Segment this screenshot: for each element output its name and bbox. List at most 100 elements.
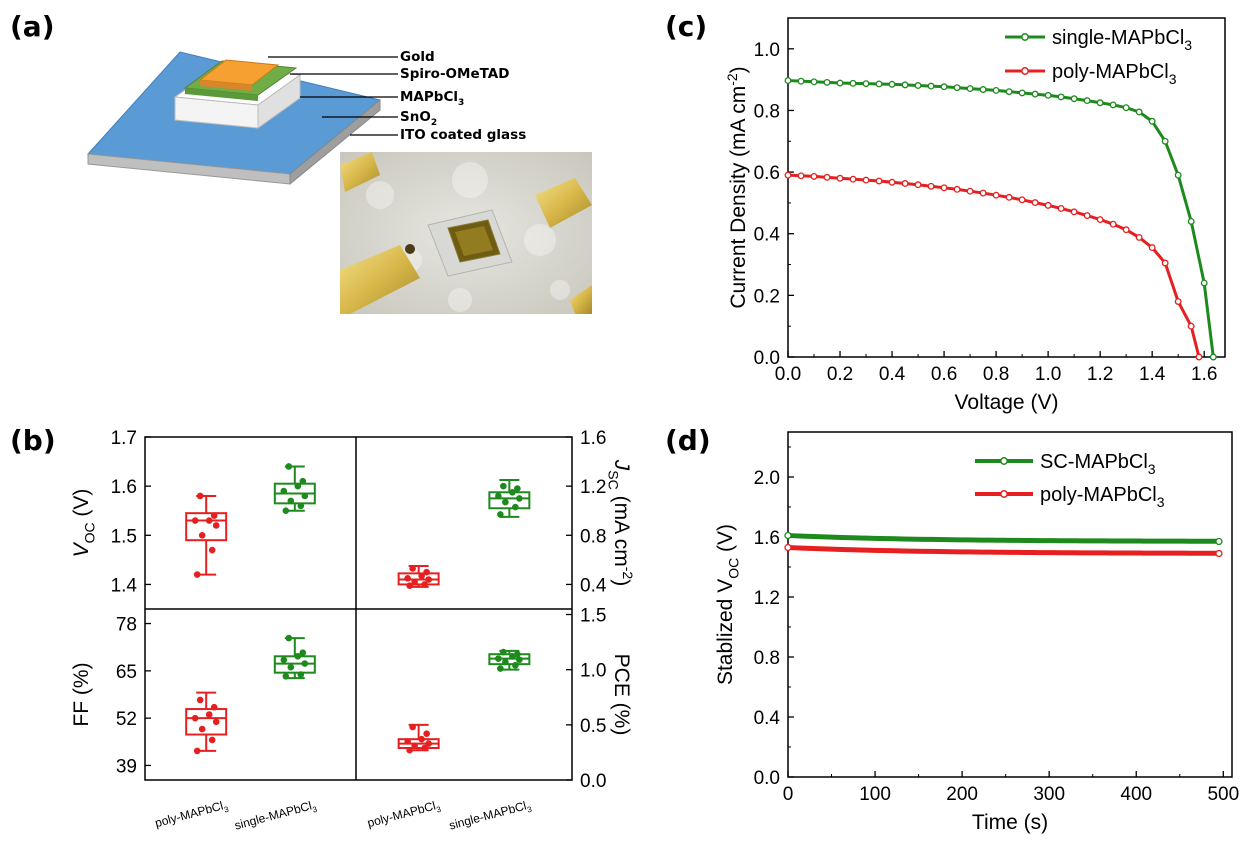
legend-label: single-MAPbCl3​ <box>1052 27 1192 53</box>
x-tick-label: 100 <box>859 784 891 805</box>
data-point <box>901 180 909 187</box>
layer-label: SnO2​ <box>400 109 437 128</box>
x-tick-label: 0.0 <box>775 364 801 385</box>
data-point <box>500 482 507 490</box>
data-point <box>1083 212 1091 219</box>
y-tick-label: 0.6 <box>754 163 780 184</box>
data-point <box>966 85 974 93</box>
y-tick-label: 1.2 <box>580 477 606 498</box>
data-point <box>210 703 218 711</box>
data-point <box>1135 108 1143 116</box>
x-tick-label: 0 <box>783 784 794 805</box>
y-tick-label: 0.0 <box>754 348 780 369</box>
y-axis-label: JSC​ (mA cm-2​) <box>606 459 636 586</box>
schematic-leaders <box>268 56 398 136</box>
data-point <box>1209 353 1217 361</box>
data-point <box>1031 199 1039 207</box>
data-point <box>901 81 909 89</box>
data-point <box>301 492 309 500</box>
data-point <box>301 660 309 667</box>
x-tick-label: 400 <box>1120 784 1152 805</box>
data-point <box>1161 137 1169 145</box>
y-tick-label: 1.6 <box>111 477 137 498</box>
y-tick-label: 1.6 <box>754 528 780 549</box>
data-point <box>823 78 831 86</box>
data-point <box>404 574 411 582</box>
data-point <box>1122 104 1130 112</box>
data-point <box>418 572 425 580</box>
data-point <box>280 487 288 495</box>
data-point <box>953 185 961 193</box>
category-label: poly-MAPbCl3​ <box>366 797 443 832</box>
y-tick-label: 78 <box>116 615 137 636</box>
x-tick-label: 300 <box>1033 784 1065 805</box>
jv-chart: 0.0 0.2 0.4 0.6 0.8 1.0 1.2 1.4 1.6 0.0 0.2 0.4 0.6 0… <box>724 17 1226 414</box>
y-tick-label: 0.8 <box>754 101 780 122</box>
series-line <box>787 79 1215 358</box>
y-tick-label: 0.5 <box>580 716 606 737</box>
data-point <box>797 77 805 85</box>
data-point <box>191 517 199 524</box>
y-tick-label: 0.8 <box>754 648 780 669</box>
device-photo <box>340 152 592 314</box>
data-point <box>495 492 502 500</box>
data-point <box>514 650 521 658</box>
data-point <box>287 663 295 671</box>
data-point <box>406 746 413 754</box>
legend-marker <box>1021 33 1029 41</box>
data-point <box>409 565 416 572</box>
data-point <box>849 79 857 87</box>
series-line <box>787 533 1219 544</box>
data-point <box>1200 279 1208 287</box>
data-point <box>1044 91 1052 99</box>
series-line <box>787 173 1201 358</box>
data-point <box>1057 205 1065 212</box>
data-point <box>198 531 206 539</box>
y-tick-label: 0.4 <box>580 575 607 596</box>
x-axis-label: Voltage (V) <box>955 391 1059 414</box>
data-point <box>1109 220 1117 228</box>
data-point <box>418 735 425 743</box>
x-tick-label: 0.2 <box>827 364 853 385</box>
data-point <box>914 181 922 189</box>
box <box>185 512 228 542</box>
y-tick-label: 1.4 <box>111 575 138 596</box>
device-schematic <box>86 51 382 186</box>
data-point <box>784 543 792 552</box>
plot-frame <box>787 17 1226 358</box>
data-point <box>282 673 290 680</box>
data-point <box>784 77 792 85</box>
legend-label: SC-MAPbCl3​ <box>1040 451 1156 477</box>
x-tick-label: 1.4 <box>1139 364 1166 385</box>
data-point <box>1083 97 1091 105</box>
data-point <box>297 502 305 510</box>
data-point <box>1018 196 1026 204</box>
data-point <box>208 546 216 554</box>
data-point <box>212 718 220 726</box>
data-point <box>205 517 213 524</box>
legend-marker <box>1000 457 1008 465</box>
data-point <box>797 172 805 180</box>
y-tick-label: 1.5 <box>580 606 606 627</box>
panel-label-a: (a) <box>10 10 55 43</box>
y-tick-label: 1.0 <box>580 661 606 682</box>
data-point <box>205 711 213 718</box>
gold-pad <box>535 178 592 228</box>
data-point <box>208 736 216 744</box>
data-point <box>966 187 974 195</box>
y-tick-label: 0.4 <box>754 225 781 246</box>
y-tick-label: 52 <box>116 709 137 730</box>
data-point <box>294 482 302 490</box>
data-point <box>423 730 430 737</box>
y-tick-label: 0.8 <box>580 526 606 547</box>
layer-label: Gold <box>400 49 435 65</box>
box <box>185 708 228 736</box>
y-tick-label: 1.0 <box>754 40 780 61</box>
data-point <box>196 492 204 500</box>
data-point <box>1018 89 1026 97</box>
panel-label-d: (d) <box>665 424 711 457</box>
data-point <box>914 82 922 89</box>
data-point <box>1096 216 1104 224</box>
